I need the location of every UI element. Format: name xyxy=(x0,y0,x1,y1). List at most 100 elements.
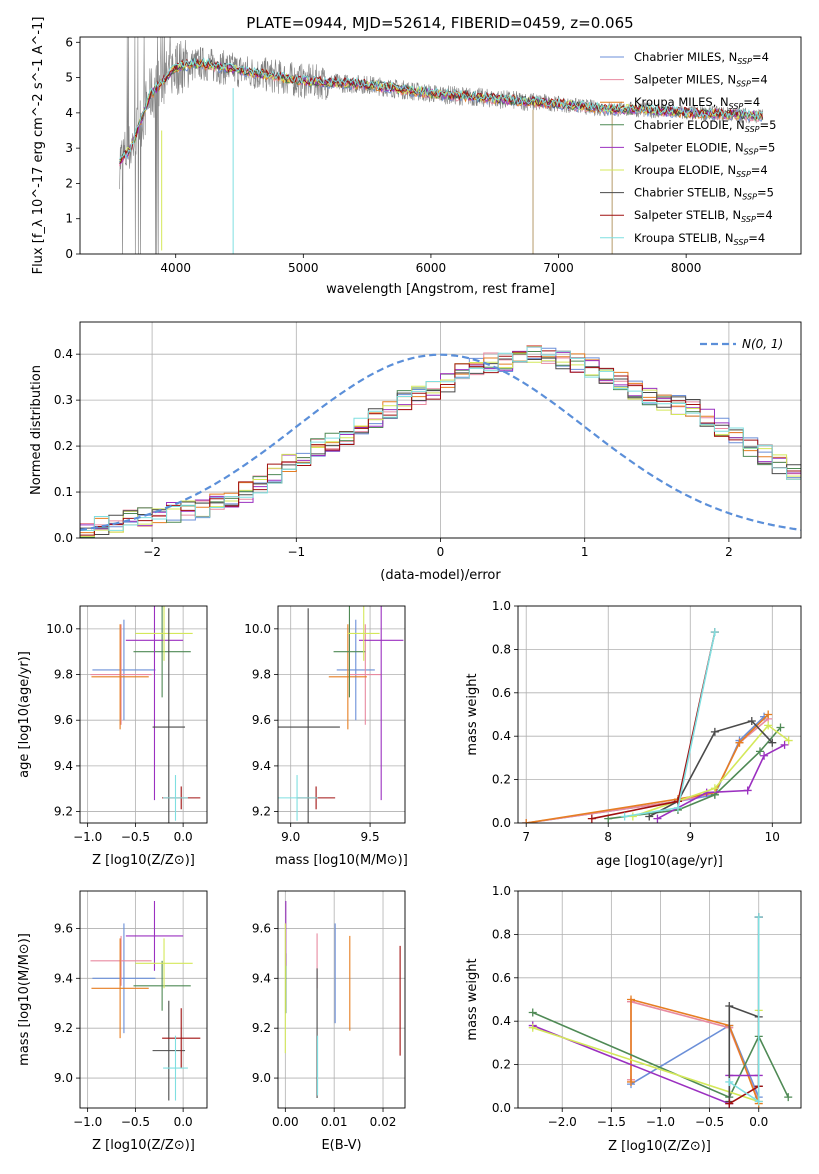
y-tick-label: 0.0 xyxy=(492,1101,511,1115)
y-tick-label: 9.0 xyxy=(252,1071,271,1085)
y-axis-label: mass weight xyxy=(465,673,480,755)
series-marker xyxy=(627,995,636,1004)
legend-subscript: SSP xyxy=(736,170,751,179)
legend-text: Kroupa STELIB, N xyxy=(634,231,734,245)
series-marker xyxy=(760,751,769,760)
axes-border xyxy=(277,605,406,824)
legend-subscript: SSP xyxy=(737,57,752,66)
y-tick-label: 9.6 xyxy=(54,713,73,727)
x-tick-label: 5000 xyxy=(288,261,319,275)
x-tick-label: 7 xyxy=(522,830,530,844)
y-tick-label: 9.8 xyxy=(252,668,271,682)
y-tick-label: 0.2 xyxy=(54,439,73,453)
y-tick-label: 5 xyxy=(65,71,73,85)
normal-curve xyxy=(80,353,801,531)
axes-frame: −2 −1 0 1 2 0.0 0.1 0.2 0.3 0.4 (data-model)/error… xyxy=(29,321,802,583)
legend-suffix: =4 xyxy=(756,208,773,222)
y-tick-label: 10.0 xyxy=(244,622,271,636)
panel-5: −1.0 −0.5 0.0 9.0 9.2 9.4 9.6 Z [log10(Z/Z⊙)] ma… xyxy=(17,890,208,1153)
y-tick-label: 0.2 xyxy=(492,1058,511,1072)
y-tick-label: 9.6 xyxy=(252,921,271,935)
legend-subscript: SSP xyxy=(734,238,749,247)
x-tick-label: −1.0 xyxy=(73,1115,102,1129)
y-axis-label: age [log10(age/yr)] xyxy=(17,651,32,778)
y-tick-label: 0.0 xyxy=(492,816,511,830)
legend-label: Chabrier MILES, NSSP=4 xyxy=(634,50,769,66)
plot-area xyxy=(119,37,764,254)
legend-label: Salpeter ELODIE, NSSP=5 xyxy=(634,140,775,156)
series-marker xyxy=(780,740,789,749)
x-tick-label: −2 xyxy=(143,545,161,559)
y-tick-label: 2 xyxy=(65,176,73,190)
legend-suffix: =4 xyxy=(748,231,765,245)
legend-text: Kroupa MILES, N xyxy=(634,95,729,109)
y-tick-label: 9.4 xyxy=(252,971,271,985)
axes-frame: 0.00 0.01 0.02 9.0 9.2 9.4 9.6 E(B-V) xyxy=(252,890,406,1153)
y-tick-label: 9.6 xyxy=(252,713,271,727)
histogram-step-salpeter-elodie xyxy=(80,346,801,538)
x-axis-label: mass [log10(M/M⊙)] xyxy=(275,853,408,868)
legend-subscript: SSP xyxy=(736,80,751,89)
series-marker xyxy=(784,736,793,745)
legend-subscript: SSP xyxy=(741,215,756,224)
axes-border xyxy=(79,890,208,1109)
series-marker xyxy=(754,1097,763,1106)
series-line xyxy=(532,1011,789,1099)
x-tick-label: 7000 xyxy=(543,261,574,275)
x-axis-label: Z [log10(Z/Z⊙)] xyxy=(608,1139,711,1154)
series-marker xyxy=(628,812,637,821)
series-line xyxy=(526,716,765,823)
axes-frame: 7 8 9 10 0.0 0.2 0.4 0.6 0.8 1.0 age [log10(age/yr… xyxy=(465,599,802,869)
x-axis-label: Z [log10(Z/Z⊙)] xyxy=(92,853,195,868)
series-marker xyxy=(620,812,629,821)
y-tick-label: 9.4 xyxy=(252,759,271,773)
axes-border xyxy=(79,36,802,255)
axes-border xyxy=(517,890,802,1109)
histogram-step-kroupa-miles xyxy=(80,345,801,538)
x-axis-label: Z [log10(Z/Z⊙)] xyxy=(92,1138,195,1153)
series-marker xyxy=(764,721,773,730)
y-tick-label: 9.6 xyxy=(54,921,73,935)
y-tick-label: 0.4 xyxy=(492,729,511,743)
legend-label: Kroupa MILES, NSSP=4 xyxy=(634,95,760,111)
axes-border xyxy=(79,605,208,824)
plot-area xyxy=(90,900,201,1101)
x-axis-label: wavelength [Angstrom, rest frame] xyxy=(326,282,555,297)
plot-area xyxy=(522,628,793,823)
y-tick-label: 0.4 xyxy=(492,1014,511,1028)
series-line xyxy=(591,631,716,820)
axes-frame: −1.0 −0.5 0.0 9.2 9.4 9.6 9.8 10.0 Z [log10(Z/Z⊙… xyxy=(17,605,208,868)
panel-0: 4000 5000 6000 7000 8000 0 1 2 3 4 5 6 wavelength [A… xyxy=(31,17,802,297)
axes-frame: 4000 5000 6000 7000 8000 0 1 2 3 4 5 6 wavelength [A… xyxy=(31,17,802,297)
plot-area xyxy=(284,900,401,1099)
y-axis-label: Normed distribution xyxy=(29,365,44,495)
series-line xyxy=(728,917,760,1103)
x-tick-label: 0 xyxy=(437,545,445,559)
y-tick-label: 9.2 xyxy=(252,1021,271,1035)
x-tick-label: −0.5 xyxy=(121,1115,150,1129)
y-tick-label: 0 xyxy=(65,247,73,261)
axes-frame: −1.0 −0.5 0.0 9.0 9.2 9.4 9.6 Z [log10(Z/Z⊙)] ma… xyxy=(17,890,208,1153)
y-tick-label: 9.4 xyxy=(54,759,73,773)
series-marker xyxy=(743,786,752,795)
x-tick-label: 2 xyxy=(725,545,733,559)
legend-label: Salpeter MILES, NSSP=4 xyxy=(634,73,768,89)
series-marker xyxy=(764,710,773,719)
series-marker xyxy=(768,738,777,747)
x-tick-label: −1 xyxy=(287,545,305,559)
x-tick-label: −1.0 xyxy=(73,830,102,844)
series-marker xyxy=(528,1008,537,1017)
series-marker xyxy=(627,1077,636,1086)
legend-subscript: SSP xyxy=(729,102,744,111)
y-axis-label: Flux [f_λ 10^-17 erg cm^-2 s^-1 A^-1] xyxy=(31,17,46,275)
y-tick-label: 9.0 xyxy=(54,1071,73,1085)
y-tick-label: 0.3 xyxy=(54,393,73,407)
x-tick-label: 0.01 xyxy=(321,1115,348,1129)
y-tick-label: 1 xyxy=(65,212,73,226)
series-marker xyxy=(755,747,764,756)
histogram-step-chabrier-miles xyxy=(80,347,801,538)
plot-area xyxy=(278,606,404,823)
y-tick-label: 9.2 xyxy=(252,805,271,819)
legend-text: Chabrier STELIB, N xyxy=(634,186,742,200)
